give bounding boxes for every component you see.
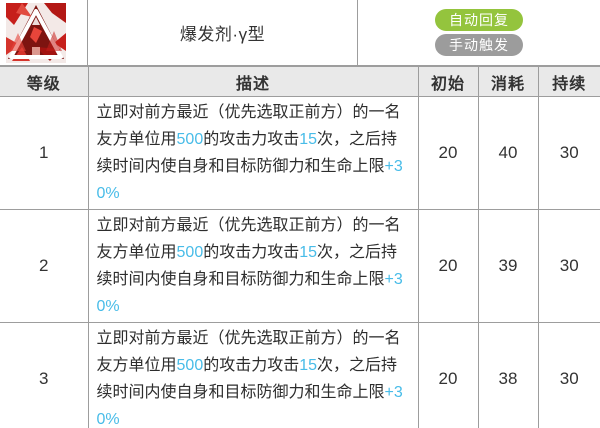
description-text: 次，之后持续时间内使自身和目标防御力和生命上限 <box>96 131 398 175</box>
initial-cell: 20 <box>417 322 479 428</box>
cost-cell: 40 <box>477 96 539 210</box>
skill-title: 爆发剂·γ型 <box>179 25 266 44</box>
duration-cell: 30 <box>537 322 600 428</box>
description-text: 立即对前方最近（优先选取正前方）的一名友方单位用 <box>96 330 401 374</box>
level-cell: 2 <box>0 209 89 323</box>
cost-cell: 38 <box>477 322 539 428</box>
highlight-value: 15 <box>299 244 318 261</box>
description-text: 立即对前方最近（优先选取正前方）的一名友方单位用 <box>96 104 401 148</box>
column-header-level: 等级 <box>0 66 89 97</box>
highlight-value: +30% <box>96 271 403 315</box>
description-text: 次，之后持续时间内使自身和目标防御力和生命上限 <box>96 244 398 288</box>
table-body: 1 立即对前方最近（优先选取正前方）的一名友方单位用500的攻击力攻击15次，之后… <box>0 96 600 428</box>
burst-skill-icon <box>6 3 66 63</box>
auto-recovery-badge: 自动回复 <box>435 9 523 31</box>
table-row: 1 立即对前方最近（优先选取正前方）的一名友方单位用500的攻击力攻击15次，之后… <box>0 96 600 210</box>
table-header-row: 等级 描述 初始 消耗 持续 <box>0 66 600 97</box>
highlight-value: 500 <box>176 131 204 148</box>
table-header: 等级 描述 初始 消耗 持续 <box>0 66 600 97</box>
duration-cell: 30 <box>537 96 600 210</box>
description-text: 立即对前方最近（优先选取正前方）的一名友方单位用 <box>96 217 401 261</box>
skill-icon-cell <box>0 0 88 65</box>
highlight-value: 15 <box>299 131 318 148</box>
table-row: 2 立即对前方最近（优先选取正前方）的一名友方单位用500的攻击力攻击15次，之后… <box>0 209 600 323</box>
column-header-cost: 消耗 <box>477 66 539 97</box>
initial-cell: 20 <box>417 96 479 210</box>
column-header-initial: 初始 <box>417 66 479 97</box>
description-cell: 立即对前方最近（优先选取正前方）的一名友方单位用500的攻击力攻击15次，之后持… <box>87 96 419 210</box>
manual-trigger-badge: 手动触发 <box>435 34 523 56</box>
description-cell: 立即对前方最近（优先选取正前方）的一名友方单位用500的攻击力攻击15次，之后持… <box>87 322 419 428</box>
highlight-value: +30% <box>96 158 403 202</box>
highlight-value: +30% <box>96 384 403 428</box>
description-cell: 立即对前方最近（优先选取正前方）的一名友方单位用500的攻击力攻击15次，之后持… <box>87 209 419 323</box>
duration-cell: 30 <box>537 209 600 323</box>
level-cell: 3 <box>0 322 89 428</box>
skill-badges: 自动回复 手动触发 <box>358 0 600 65</box>
description-text: 的攻击力攻击 <box>203 357 300 374</box>
description-text: 的攻击力攻击 <box>203 131 300 148</box>
column-header-description: 描述 <box>87 66 419 97</box>
column-header-duration: 持续 <box>537 66 600 97</box>
table-row: 3 立即对前方最近（优先选取正前方）的一名友方单位用500的攻击力攻击15次，之后… <box>0 322 600 428</box>
skill-header: 爆发剂·γ型 自动回复 手动触发 <box>0 0 600 66</box>
highlight-value: 500 <box>176 357 204 374</box>
description-text: 的攻击力攻击 <box>203 244 300 261</box>
cost-cell: 39 <box>477 209 539 323</box>
highlight-value: 15 <box>299 357 318 374</box>
level-cell: 1 <box>0 96 89 210</box>
skill-level-table: 等级 描述 初始 消耗 持续 1 立即对前方最近（优先选取正前方）的一名友方单位用… <box>0 66 600 428</box>
skill-title-cell: 爆发剂·γ型 <box>88 0 358 65</box>
initial-cell: 20 <box>417 209 479 323</box>
highlight-value: 500 <box>176 244 204 261</box>
description-text: 次，之后持续时间内使自身和目标防御力和生命上限 <box>96 357 398 401</box>
